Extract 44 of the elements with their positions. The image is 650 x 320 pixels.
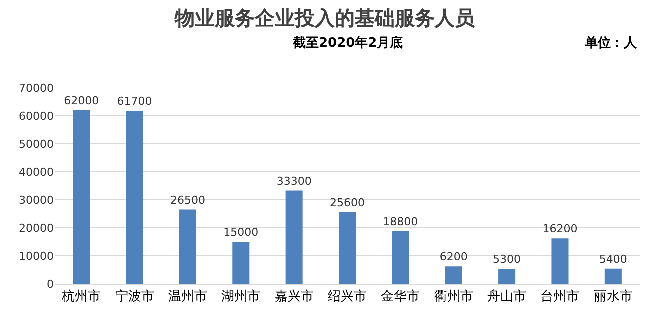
x-tick-label: 杭州市 (61, 290, 102, 305)
bar (338, 212, 356, 284)
data-label: 5400 (599, 252, 628, 266)
data-label: 6200 (440, 250, 468, 264)
data-label: 26500 (170, 194, 206, 207)
bar (73, 110, 90, 284)
x-tick-label: 温州市 (168, 290, 208, 305)
x-tick-label: 宁波市 (115, 288, 154, 305)
x-tick-label: 舟山市 (488, 290, 527, 305)
bar (126, 111, 144, 284)
y-tick-label: 60000 (19, 110, 54, 123)
data-label: 62000 (64, 94, 100, 108)
bar (604, 268, 622, 284)
bar (392, 231, 410, 284)
text: 单位：人 (584, 35, 638, 51)
y-tick-label: 20000 (19, 222, 54, 235)
x-tick-label: 湖州市 (222, 290, 261, 305)
chart-title: 物业服务企业投入的基础服务人员 (174, 6, 476, 30)
x-tick-label: 金华市 (381, 290, 420, 305)
bar (179, 210, 196, 284)
data-label: 61700 (117, 95, 152, 108)
data-label: 25600 (330, 196, 365, 210)
x-tick-label: 台州市 (540, 290, 580, 305)
y-tick-label: 0 (47, 278, 54, 291)
data-label: 16200 (542, 222, 578, 236)
data-label: 18800 (383, 215, 418, 228)
x-tick-label: 丽水市 (594, 290, 633, 305)
y-tick-label: 70000 (19, 82, 54, 95)
data-label: 33300 (276, 174, 312, 188)
chart-subtitle: 截至2020年2月底 (292, 35, 404, 51)
y-tick-label: 30000 (19, 194, 54, 207)
bar (286, 190, 303, 284)
bar (498, 269, 516, 284)
bar (232, 242, 250, 284)
y-tick-label: 40000 (19, 166, 54, 179)
x-tick-label: 绍兴市 (328, 290, 367, 305)
bar (445, 266, 462, 284)
y-tick-label: 50000 (19, 138, 54, 151)
data-label: 15000 (224, 226, 259, 239)
data-label: 5300 (493, 253, 522, 266)
y-tick-label: 10000 (19, 250, 54, 263)
x-tick-label: 嘉兴市 (274, 290, 314, 305)
bar (552, 238, 569, 284)
x-tick-label: 衢州市 (434, 290, 474, 305)
